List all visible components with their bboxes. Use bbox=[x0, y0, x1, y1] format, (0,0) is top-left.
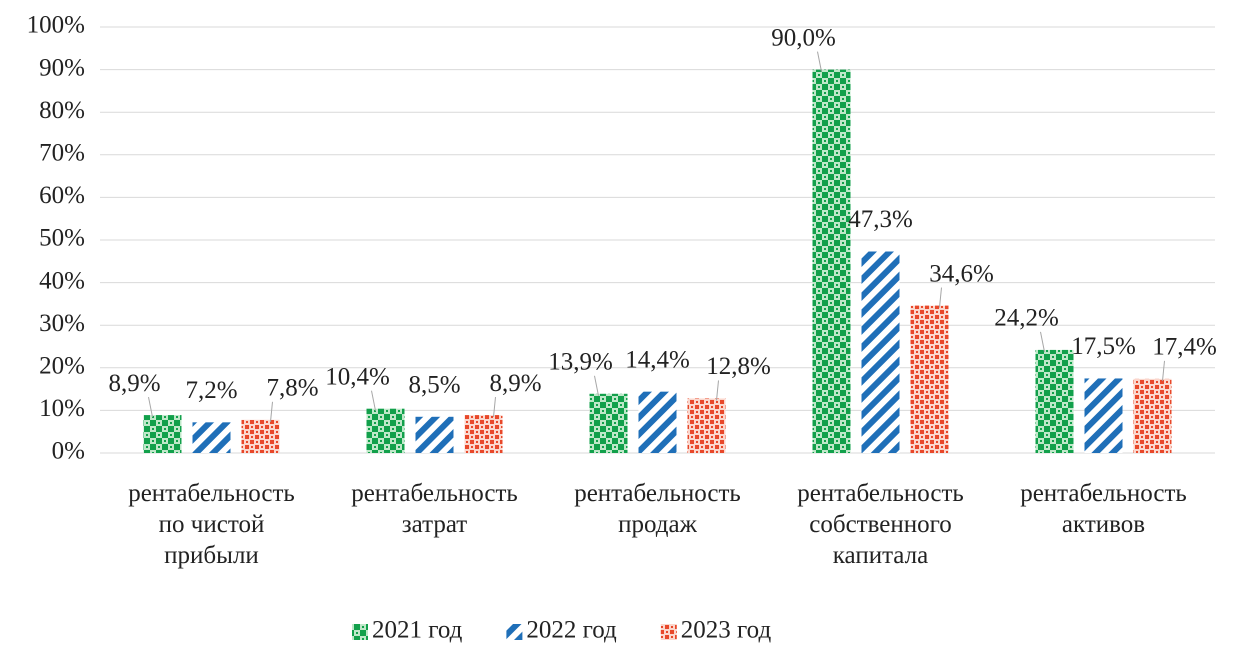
legend-label: 2021 год bbox=[372, 617, 463, 644]
legend-label: 2022 год bbox=[526, 617, 617, 644]
data-label: 10,4% bbox=[325, 363, 390, 390]
data-label: 17,5% bbox=[1071, 333, 1136, 360]
data-label: 8,9% bbox=[108, 370, 160, 397]
leader-line bbox=[371, 390, 376, 411]
data-label: 8,9% bbox=[489, 370, 541, 397]
legend-swatch bbox=[660, 624, 677, 640]
leader-line bbox=[817, 51, 822, 72]
y-tick-label: 30% bbox=[39, 310, 85, 337]
y-tick-label: 70% bbox=[39, 140, 85, 167]
data-label: 13,9% bbox=[548, 349, 613, 376]
x-tick-label: рентабельность затрат bbox=[351, 480, 518, 538]
data-label: 14,4% bbox=[625, 346, 690, 373]
bar bbox=[415, 416, 454, 453]
bar bbox=[1133, 378, 1172, 453]
data-label: 34,6% bbox=[929, 260, 994, 287]
leader-line bbox=[1162, 360, 1165, 381]
data-label: 47,3% bbox=[848, 206, 913, 233]
y-tick-label: 80% bbox=[39, 97, 85, 124]
bar bbox=[910, 305, 949, 453]
bar bbox=[687, 398, 726, 453]
bar bbox=[464, 415, 503, 453]
leader-line bbox=[594, 375, 599, 396]
data-label: 8,5% bbox=[408, 372, 460, 399]
y-tick-label: 60% bbox=[39, 182, 85, 209]
bar bbox=[1084, 378, 1123, 453]
leader-line bbox=[270, 401, 273, 422]
bar bbox=[638, 391, 677, 453]
x-tick-label: рентабельность по чистой прибыли bbox=[128, 480, 295, 569]
bar bbox=[812, 69, 851, 453]
legend-swatch bbox=[352, 624, 368, 640]
leader-line bbox=[939, 287, 942, 308]
y-tick-label: 20% bbox=[39, 353, 85, 380]
legend-label: 2023 год bbox=[681, 617, 772, 644]
x-tick-label: рентабельность продаж bbox=[574, 480, 741, 538]
y-tick-label: 50% bbox=[39, 225, 85, 252]
y-tick-label: 90% bbox=[39, 54, 85, 81]
legend-swatch bbox=[506, 624, 523, 640]
y-tick-label: 100% bbox=[27, 12, 85, 39]
data-label: 90,0% bbox=[771, 24, 836, 51]
bar bbox=[1035, 349, 1074, 453]
leader-line bbox=[493, 397, 496, 418]
bar bbox=[143, 415, 182, 453]
y-tick-label: 40% bbox=[39, 267, 85, 294]
data-label: 12,8% bbox=[706, 353, 771, 380]
leader-line bbox=[716, 380, 719, 401]
bar bbox=[589, 393, 628, 453]
y-tick-label: 10% bbox=[39, 395, 85, 422]
bar bbox=[366, 408, 405, 453]
data-label: 24,2% bbox=[994, 305, 1059, 332]
data-label: 17,4% bbox=[1152, 334, 1217, 361]
data-label: 7,8% bbox=[266, 375, 318, 402]
y-tick-label: 0% bbox=[52, 438, 85, 465]
bar bbox=[192, 422, 231, 453]
x-tick-label: рентабельность собственного капитала bbox=[797, 480, 964, 569]
data-label: 7,2% bbox=[185, 377, 237, 404]
bar bbox=[861, 251, 900, 453]
x-tick-label: рентабельность активов bbox=[1020, 480, 1187, 538]
leader-line bbox=[148, 396, 153, 418]
leader-line bbox=[1040, 331, 1045, 353]
bar bbox=[241, 419, 280, 453]
